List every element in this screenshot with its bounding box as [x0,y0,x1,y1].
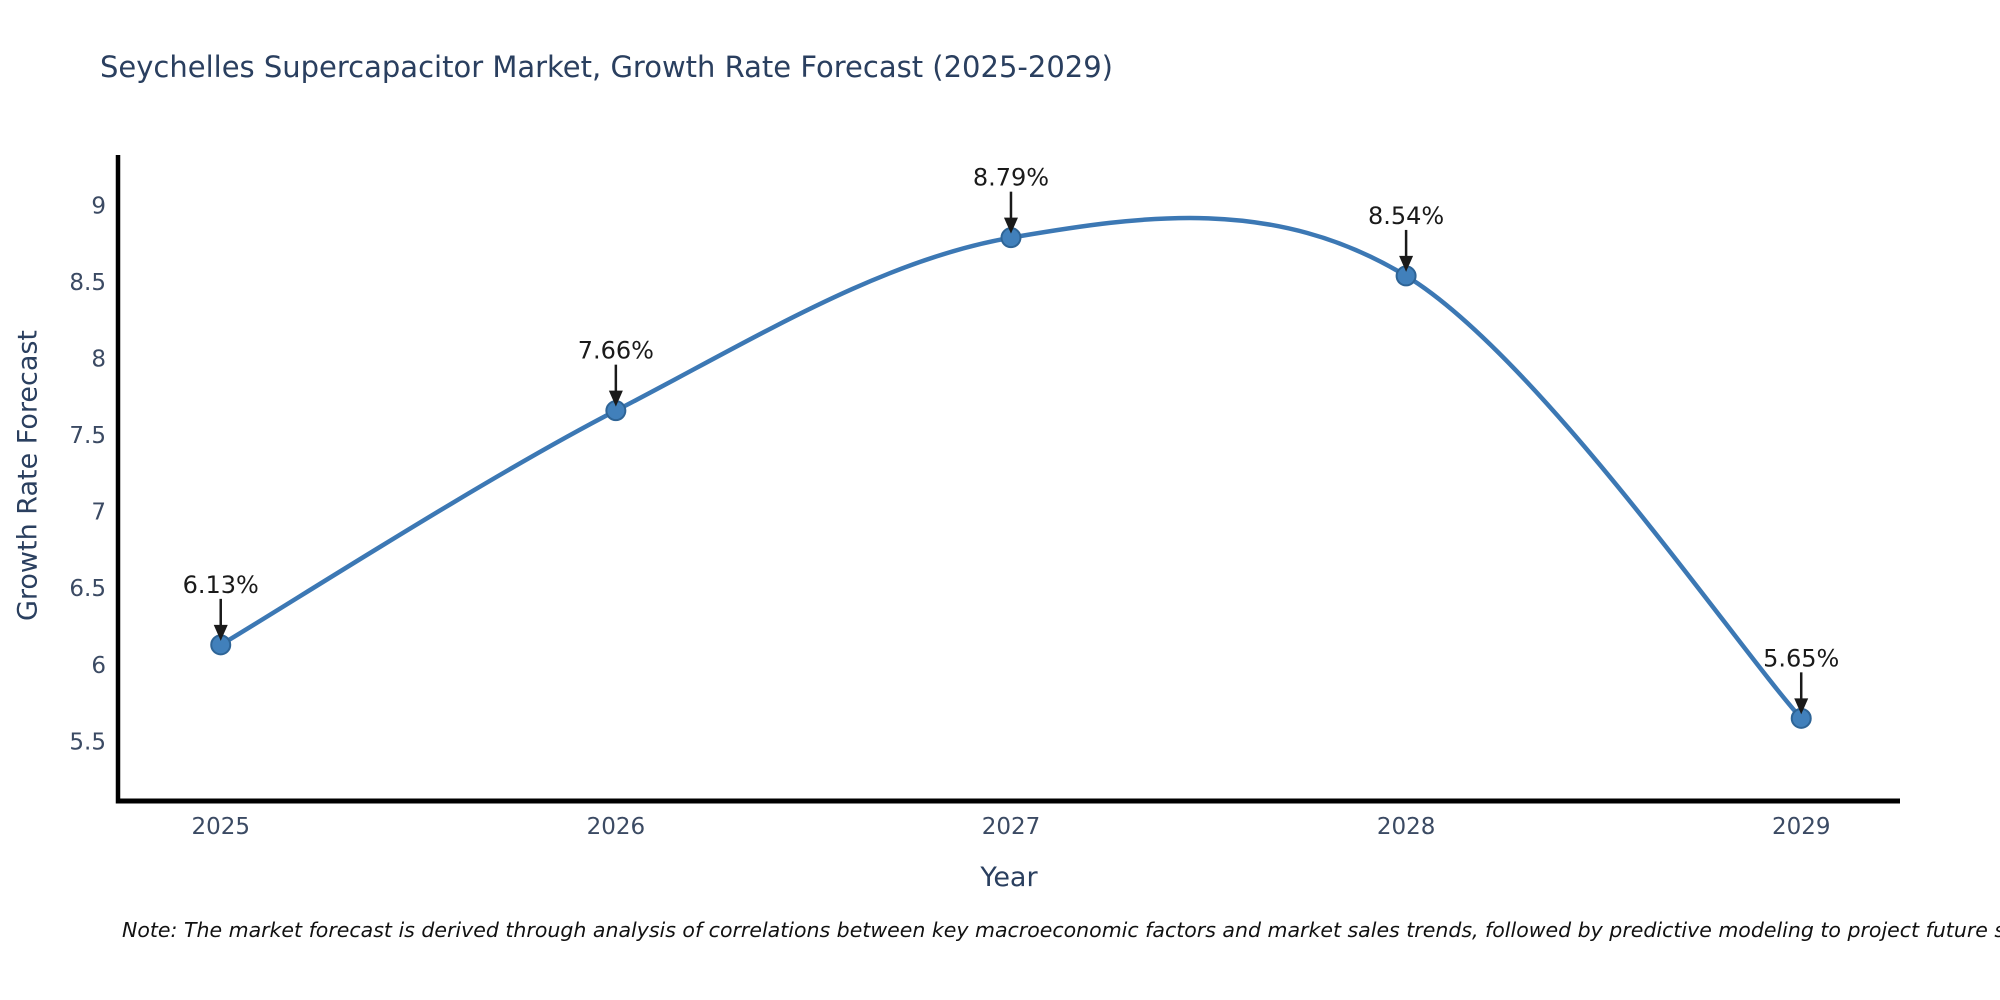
annotation-label: 6.13% [183,571,259,599]
x-tick-label: 2027 [982,814,1041,840]
annotation-label: 7.66% [578,337,654,365]
annotation-arrow-head [1794,698,1809,715]
y-tick-label: 7 [91,500,106,526]
y-tick-label: 5.5 [69,729,106,755]
y-tick-label: 6.5 [69,576,106,602]
footnote: Note: The market forecast is derived thr… [122,918,2000,942]
annotation-arrow-head [1003,217,1018,234]
chart-title: Seychelles Supercapacitor Market, Growth… [100,50,1113,84]
annotation-label: 5.65% [1763,644,1839,672]
y-tick-label: 6 [91,653,106,679]
x-tick-label: 2025 [191,814,250,840]
x-tick-label: 2029 [1772,814,1831,840]
y-tick-label: 8 [91,347,106,373]
annotation-arrow-head [213,624,228,641]
annotation-label: 8.79% [973,164,1049,192]
forecast-line [218,215,1804,721]
annotation-arrow-head [1399,255,1414,272]
annotation-arrow-head [608,390,623,407]
x-tick-label: 2028 [1377,814,1436,840]
y-tick-label: 7.5 [69,423,106,449]
annotation-label: 8.54% [1368,202,1444,230]
y-tick-label: 9 [91,194,106,220]
y-tick-label: 8.5 [69,270,106,296]
x-axis-title: Year [980,862,1038,893]
x-tick-label: 2026 [587,814,646,840]
